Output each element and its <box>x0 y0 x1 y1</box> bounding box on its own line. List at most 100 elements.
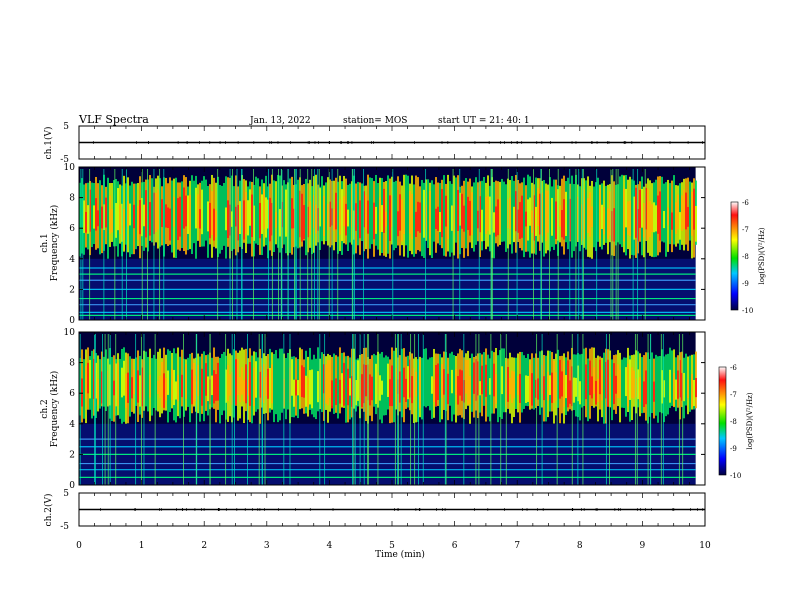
spectrogram-cell <box>663 210 665 229</box>
spectrogram-cell <box>377 183 379 250</box>
spectrogram-cell <box>273 353 275 423</box>
spectrogram-cell <box>97 379 99 405</box>
spectrogram-cell <box>305 178 307 256</box>
spectrogram-cell <box>621 174 623 248</box>
spectrogram-cell <box>323 195 325 236</box>
spectrogram-cell <box>249 361 251 406</box>
spectrogram-cell <box>473 182 475 252</box>
spectrogram-cell <box>341 189 343 242</box>
ch2-spectrogram-ylabel-frequency: Frequency (kHz) <box>49 371 60 448</box>
spectrogram-cell <box>483 176 485 241</box>
spectrogram-cell <box>171 368 173 401</box>
spectrogram-cell <box>661 176 663 242</box>
spectrogram-cell <box>625 188 627 228</box>
spectrogram-cell <box>341 373 343 408</box>
spectrogram-cell <box>527 199 529 241</box>
spectrogram-cell <box>647 188 649 240</box>
spectrogram-cell <box>565 375 567 399</box>
spectrogram-cell <box>201 368 203 406</box>
spectrogram-cell <box>235 359 237 406</box>
ch1-colorbar-label: log(PSD)(V²/Hz) <box>758 227 766 284</box>
spectrogram-cell <box>653 381 655 402</box>
ch2-spectrogram-frame <box>78 331 706 486</box>
spectrogram-cell <box>187 357 189 407</box>
spectrogram-cell <box>579 381 581 405</box>
spectrogram-cell <box>649 358 651 417</box>
spectrogram-cell <box>495 206 497 237</box>
spectrogram-cell <box>539 193 541 235</box>
spectrogram-cell <box>627 201 629 235</box>
spectrogram-cell <box>381 380 383 395</box>
spectrogram-cell <box>549 375 551 395</box>
x-tick-label: 2 <box>201 541 207 551</box>
spectrogram-cell <box>99 359 101 409</box>
spectrogram-cell <box>203 176 205 247</box>
spectrogram-cell <box>629 200 631 237</box>
spectrogram-cell <box>179 356 181 419</box>
y-tick-label: 4 <box>69 420 75 430</box>
spectrogram-cell <box>589 360 591 396</box>
spectrogram-cell <box>297 380 299 396</box>
spectrogram-cell <box>665 354 667 417</box>
spectrogram-cell <box>531 210 533 233</box>
spectrogram-cell <box>425 348 427 408</box>
spectrogram-cell <box>599 359 601 395</box>
spectrogram-cell <box>567 360 569 408</box>
spectrogram-cell <box>673 175 675 245</box>
spectrogram-cell <box>587 198 589 233</box>
colorbar-tick-label: -6 <box>730 364 737 372</box>
spectrogram-cell <box>211 375 213 396</box>
spectrogram-cell <box>435 208 437 229</box>
spectrogram-cell <box>129 203 131 226</box>
spectrogram-cell <box>279 348 281 421</box>
y-tick-label: 8 <box>69 359 75 369</box>
spectrogram-cell <box>561 371 563 397</box>
spectrogram-cell <box>349 378 351 396</box>
spectrogram-cell <box>183 358 185 417</box>
spectrogram-cell <box>169 350 171 413</box>
spectrogram-cell <box>339 379 341 404</box>
spectrogram-cell <box>421 357 423 420</box>
x-tick-label: 0 <box>76 541 82 551</box>
spectrogram-cell <box>533 195 535 241</box>
spectrogram-cell <box>175 177 177 259</box>
axis-ticks: 5 -5 0 2 4 6 8 10 0 2 4 6 8 10 5 -5 0 1 2 3 4 5 6 7 8 9 10 <box>60 122 711 551</box>
spectrogram-cell <box>613 208 615 242</box>
spectrogram-cell <box>691 373 693 408</box>
spectrogram-cell <box>525 211 527 227</box>
colorbar-tick-label: -8 <box>730 418 737 426</box>
spectrogram-cell <box>267 199 269 229</box>
spectrogram-cell <box>437 206 439 231</box>
spectrogram-cell <box>135 183 137 250</box>
spectrogram-cell <box>575 377 577 397</box>
spectrogram-cell <box>123 360 125 396</box>
spectrogram-cell <box>129 356 131 417</box>
spectrogram-cell <box>267 368 269 399</box>
spectrogram-cell <box>441 364 443 398</box>
spectrogram-cell <box>669 369 671 403</box>
spectrogram-cell <box>223 351 225 411</box>
spectrogram-cell <box>213 208 215 241</box>
spectrogram-cell <box>503 348 505 413</box>
spectrogram-cell <box>655 354 657 416</box>
spectrogram-cell <box>477 361 479 396</box>
spectrogram-cell <box>481 365 483 395</box>
spectrogram-cell <box>347 368 349 406</box>
spectrogram-cell <box>173 196 175 227</box>
spectrogram-cell <box>297 179 299 249</box>
spectrogram-cell <box>319 188 321 227</box>
spectrogram-cell <box>621 359 623 408</box>
spectrogram-cell <box>689 355 691 412</box>
spectrogram-cell <box>301 365 303 398</box>
spectrogram-cell <box>415 211 417 237</box>
spectrogram-cell <box>439 212 441 232</box>
spectrogram-cell <box>351 376 353 407</box>
spectrogram-cell <box>329 359 331 398</box>
spectrogram-cell <box>225 207 227 231</box>
spectrogram-cell <box>439 354 441 423</box>
spectrogram-cell <box>215 210 217 238</box>
y-tick-label: 6 <box>69 389 75 399</box>
spectrogram-cell <box>541 192 543 236</box>
x-tick-label: 10 <box>699 541 711 551</box>
spectrogram-cell <box>679 212 681 240</box>
